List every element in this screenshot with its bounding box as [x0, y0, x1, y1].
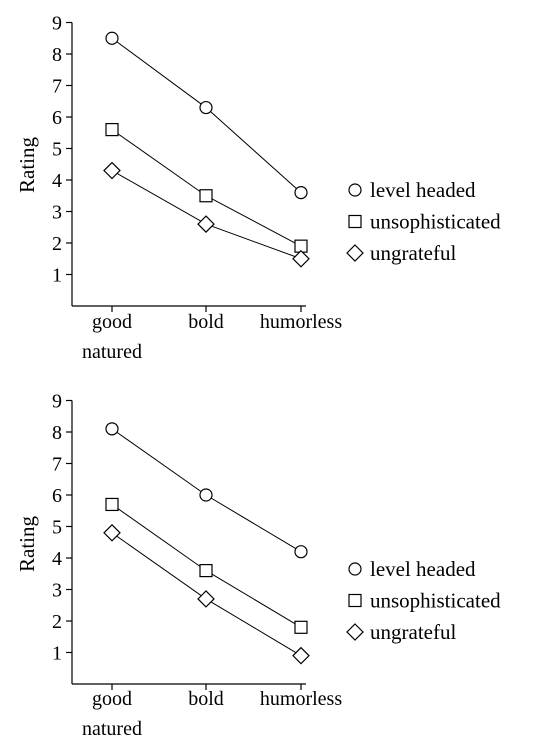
- data-point-square: [199, 563, 213, 578]
- data-point-circle: [199, 100, 213, 115]
- legend-marker-circle: [348, 183, 362, 197]
- data-point-circle: [199, 488, 213, 502]
- data-point-diamond: [197, 590, 215, 608]
- data-point-diamond: [103, 161, 121, 180]
- series-line-diamond: [111, 170, 302, 260]
- y-axis-label: Rating: [15, 516, 39, 572]
- data-point-diamond: [197, 215, 215, 233]
- data-point-diamond: [292, 249, 310, 268]
- y-tick-label: 4: [52, 548, 62, 570]
- legend-label: unsophisticated: [370, 589, 501, 613]
- y-tick-label: 5: [52, 517, 62, 539]
- chart-panel-1: 1 2 3 4 5 6 7 8 9 good natured bold humorless Rating l…: [15, 13, 501, 364]
- data-point-diamond: [103, 523, 121, 542]
- y-tick-label: 1: [52, 265, 62, 287]
- legend-label: level headed: [370, 557, 476, 581]
- data-point-circle: [294, 545, 308, 559]
- chart-panel-2: 1 2 3 4 5 6 7 8 9 good natured bold humorless Rating l…: [15, 391, 501, 741]
- y-tick-label: 5: [52, 139, 62, 161]
- y-tick-label: 3: [52, 580, 62, 602]
- y-tick-label: 1: [52, 643, 62, 665]
- y-tick-label: 8: [52, 44, 62, 66]
- legend-marker-square: [348, 593, 362, 608]
- legend-label: unsophisticated: [370, 210, 501, 234]
- y-tick-label: 4: [52, 170, 62, 192]
- x-tick-label: bold: [188, 311, 224, 333]
- x-tick-label: good: [92, 311, 132, 333]
- y-tick-label: 2: [52, 233, 62, 255]
- data-point-circle: [294, 186, 308, 200]
- x-tick-label: natured: [82, 718, 142, 740]
- y-tick-label: 7: [52, 76, 62, 98]
- data-point-square: [105, 497, 119, 512]
- x-tick-label: natured: [82, 341, 142, 363]
- y-axis-label: Rating: [15, 137, 39, 193]
- y-tick-label: 9: [52, 13, 62, 35]
- series-line-circle: [111, 37, 302, 193]
- legend-label: level headed: [370, 178, 476, 202]
- legend-marker-circle: [348, 562, 362, 576]
- y-tick-label: 3: [52, 202, 62, 224]
- x-tick-label: good: [92, 688, 132, 710]
- x-tick-label: humorless: [260, 688, 342, 710]
- y-tick-label: 9: [52, 391, 62, 413]
- y-tick-label: 7: [52, 454, 62, 476]
- legend-marker-diamond: [346, 623, 364, 641]
- data-point-circle: [105, 422, 119, 436]
- x-tick-label: bold: [188, 688, 224, 710]
- legend-label: ungrateful: [370, 241, 456, 265]
- y-tick-label: 8: [52, 422, 62, 444]
- y-tick-label: 6: [52, 107, 62, 129]
- legend-marker-diamond: [346, 244, 364, 262]
- y-tick-label: 2: [52, 611, 62, 633]
- data-point-square: [199, 189, 213, 203]
- data-point-square: [294, 620, 308, 634]
- data-point-circle: [105, 31, 119, 45]
- x-tick-label: humorless: [260, 311, 342, 333]
- y-tick-label: 6: [52, 485, 62, 507]
- data-point-diamond: [292, 646, 310, 665]
- legend-marker-square: [348, 214, 362, 229]
- data-point-square: [105, 122, 119, 137]
- legend-label: ungrateful: [370, 620, 456, 644]
